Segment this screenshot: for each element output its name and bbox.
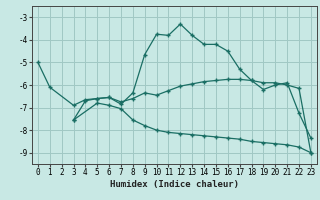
X-axis label: Humidex (Indice chaleur): Humidex (Indice chaleur) <box>110 180 239 189</box>
